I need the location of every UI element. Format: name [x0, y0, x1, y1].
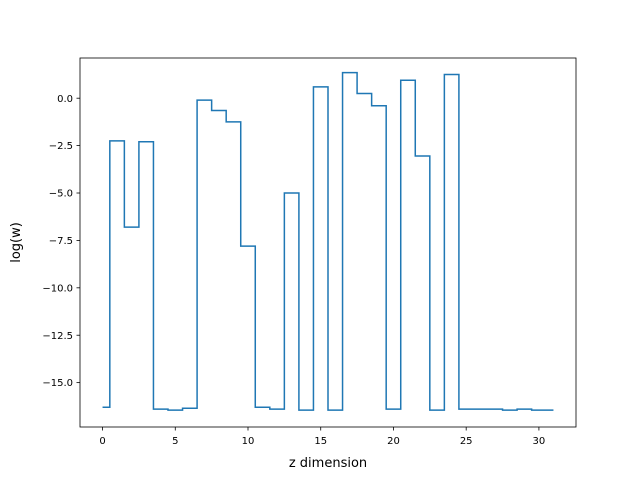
- x-tick-label: 15: [314, 436, 327, 447]
- y-tick-label: −5.0: [49, 189, 73, 200]
- series-line: [102, 71, 554, 411]
- y-tick-label: −15.0: [42, 378, 73, 389]
- x-axis-label: z dimension: [289, 456, 367, 471]
- y-tick-label: −10.0: [42, 283, 73, 294]
- y-tick-label: −7.5: [49, 236, 73, 247]
- x-tick-label: 5: [172, 436, 178, 447]
- x-tick-label: 25: [460, 436, 473, 447]
- axes-frame: [79, 57, 577, 428]
- x-tick-label: 0: [99, 436, 105, 447]
- y-ticks: 0.0 −2.5 −5.0 −7.5 −10.0 −12.5 −15.0: [42, 94, 80, 389]
- x-tick-label: 10: [242, 436, 255, 447]
- x-tick-label: 20: [387, 436, 400, 447]
- x-ticks: 0 5 10 15 20 25 30: [99, 427, 545, 447]
- y-tick-label: 0.0: [57, 94, 73, 105]
- series-layer: [102, 71, 554, 411]
- y-tick-label: −12.5: [42, 331, 73, 342]
- y-axis-label: log(w): [9, 222, 24, 263]
- x-tick-label: 30: [533, 436, 546, 447]
- y-tick-label: −2.5: [49, 141, 73, 152]
